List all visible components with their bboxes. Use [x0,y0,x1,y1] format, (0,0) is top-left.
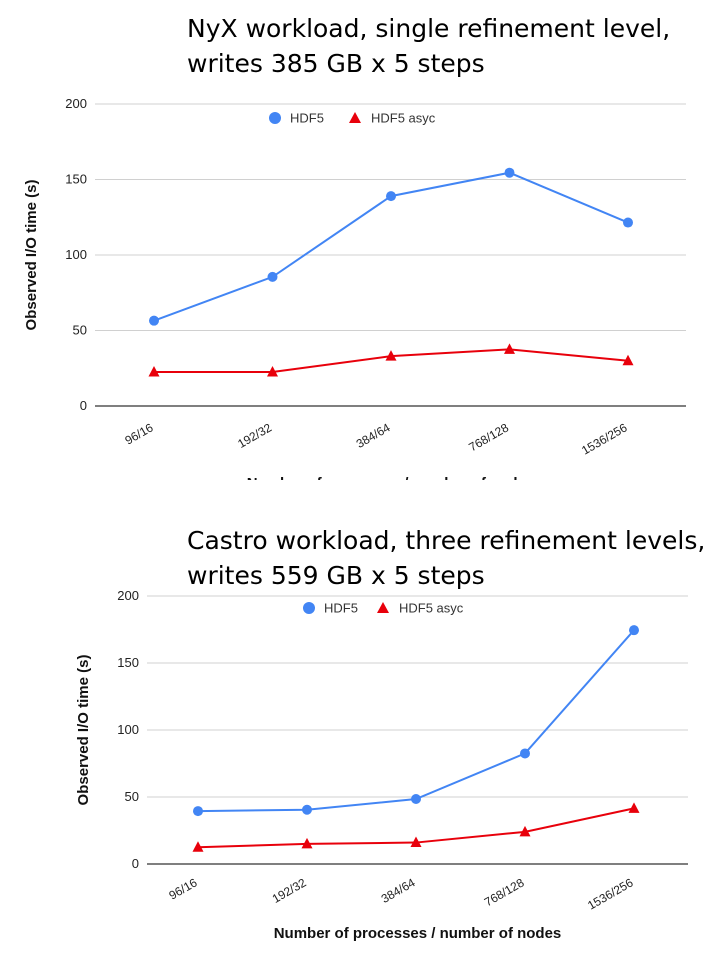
x-tick-label: 192/32 [235,420,274,451]
x-tick-label: 768/128 [482,875,527,909]
data-point [520,748,530,759]
y-tick-label: 200 [65,96,87,111]
legend-label: HDF5 asyc [399,601,464,616]
chart-title: NyX workload, single refinement level, wr… [187,14,670,78]
chart-title-line: Castro workload, three refinement levels… [187,526,705,555]
legend-marker [377,602,389,613]
data-point [623,217,633,228]
chart-title: Castro workload, three refinement levels… [187,526,705,590]
x-tick-label: 96/16 [166,875,199,902]
x-tick-label: 96/16 [122,420,155,447]
x-tick-label: 1536/256 [585,875,636,912]
series-hdf5 [193,625,639,817]
data-point [628,802,640,813]
x-tick-label: 384/64 [379,875,418,906]
data-point [386,191,396,202]
chart-title-line: writes 559 GB x 5 steps [187,561,485,590]
data-point [411,794,421,805]
chart-title-line: writes 385 GB x 5 steps [187,49,485,78]
data-point [629,625,639,636]
legend-marker [269,112,281,124]
y-tick-label: 200 [117,588,139,603]
legend-label: HDF5 asyc [371,111,436,126]
legend-label: HDF5 [290,111,324,126]
series-hdf5-asyc [192,802,640,852]
data-point [519,825,531,837]
nyx-chart: NyX workload, single refinement level, wr… [23,14,686,480]
y-tick-label: 100 [117,722,139,737]
legend-entry: HDF5 [269,111,324,126]
y-axis-label: Observed I/O time (s) [75,655,92,806]
data-point [193,806,203,817]
data-point [192,841,204,852]
chart-title-line: NyX workload, single refinement level, [187,14,670,43]
y-tick-label: 50 [73,323,87,338]
legend-label: HDF5 [324,601,358,616]
x-axis-label: Number of processes / number of nodes [247,475,535,480]
x-tick-label: 384/64 [354,420,393,451]
data-point [267,271,278,282]
x-tick-label: 768/128 [466,420,511,454]
y-tick-label: 150 [117,655,139,670]
data-point [301,837,313,849]
data-point [149,315,159,326]
data-point [622,354,634,366]
y-tick-label: 0 [132,856,139,871]
data-point [410,836,422,848]
legend-entry: HDF5 [303,601,358,616]
series-line [197,629,635,813]
legend-entry: HDF5 asyc [377,601,464,616]
castro-chart-svg: Castro workload, three refinement levels… [75,526,705,942]
y-tick-label: 50 [125,789,139,804]
y-tick-label: 100 [65,247,87,262]
x-tick-label: 192/32 [270,875,309,906]
y-axis-label: Observed I/O time (s) [23,180,40,331]
data-point [504,167,515,178]
data-point [267,366,278,377]
x-axis-label: Number of processes / number of nodes [274,925,562,942]
y-tick-label: 0 [80,398,87,413]
data-point [504,343,515,354]
data-point [148,366,160,377]
castro-chart: Castro workload, three refinement levels… [0,480,709,960]
legend-entry: HDF5 asyc [349,111,436,126]
series-hdf5 [149,167,633,326]
series-hdf5-asyc [148,343,634,377]
legend-marker [303,602,315,614]
data-point [302,804,312,815]
legend-marker [349,112,361,123]
y-tick-label: 150 [65,172,87,187]
nyx-chart-svg: NyX workload, single refinement level, wr… [23,14,686,480]
data-point [385,350,397,361]
x-tick-label: 1536/256 [579,420,630,457]
